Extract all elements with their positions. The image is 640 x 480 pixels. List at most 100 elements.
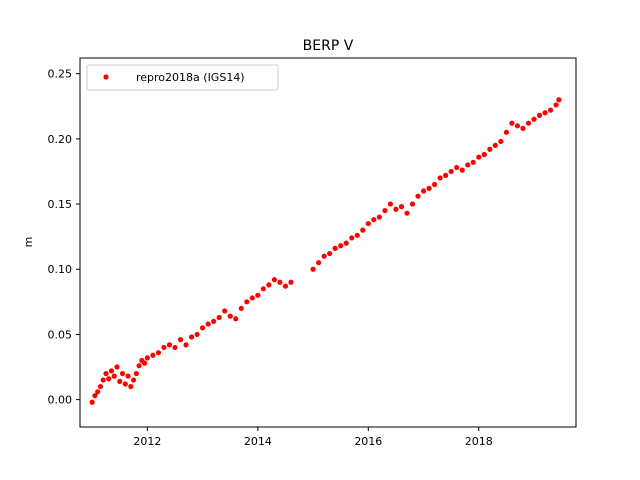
data-point [426, 185, 432, 191]
data-point [92, 393, 98, 399]
data-point [498, 138, 504, 145]
x-tick-label: 2012 [133, 435, 161, 448]
legend: repro2018a (IGS14) [86, 64, 279, 91]
data-point [387, 201, 394, 207]
data-point [514, 123, 521, 129]
data-point [316, 260, 322, 266]
data-point [282, 283, 289, 289]
data-point [144, 355, 150, 361]
data-point [111, 373, 117, 379]
y-tick-label: 0.15 [48, 198, 73, 211]
data-point [89, 399, 95, 405]
data-point [211, 318, 217, 324]
y-tick-label: 0.05 [48, 328, 73, 341]
x-tick-label: 2018 [465, 435, 493, 448]
data-point [547, 107, 554, 113]
data-point [321, 253, 327, 259]
data-point [216, 314, 222, 321]
x-tick-label: 2016 [354, 435, 382, 448]
legend-label: repro2018a (IGS14) [136, 71, 245, 84]
data-point [150, 352, 156, 358]
data-point [509, 120, 515, 126]
data-point [136, 363, 142, 369]
y-tick-label: 0.25 [48, 68, 73, 81]
data-point [125, 373, 131, 379]
data-point [260, 286, 266, 292]
chart-title: BERP V [303, 38, 354, 54]
data-point [415, 193, 421, 199]
data-point [354, 232, 360, 238]
data-point [155, 350, 162, 356]
data-point [255, 292, 261, 298]
y-tick-label: 0.20 [48, 133, 73, 146]
data-point [288, 279, 294, 285]
data-point [481, 151, 487, 158]
data-point [382, 207, 388, 214]
data-point [128, 383, 134, 390]
data-point [233, 316, 239, 322]
x-tick-label: 2014 [244, 435, 272, 448]
data-point [238, 305, 244, 311]
data-point [487, 146, 493, 152]
legend-marker [103, 74, 109, 80]
data-point [172, 344, 178, 351]
data-point [97, 383, 104, 390]
data-point [266, 282, 272, 288]
data-point [142, 360, 148, 366]
data-point [454, 164, 460, 171]
data-point [119, 370, 126, 377]
data-point [437, 175, 443, 181]
data-point [194, 331, 200, 338]
data-point [470, 159, 476, 165]
y-tick-label: 0.00 [48, 394, 73, 407]
data-point [365, 220, 371, 227]
data-point [556, 97, 562, 103]
y-axis: 0.00 0.05 0.10 0.15 0.20 0.25 [48, 68, 80, 407]
data-point [100, 377, 106, 383]
data-point [343, 240, 349, 246]
data-point [114, 364, 120, 370]
data-point [520, 125, 526, 132]
data-point [222, 308, 228, 314]
data-point [95, 389, 101, 395]
x-axis: 2012 2014 2016 2018 [133, 427, 493, 448]
data-point [432, 181, 438, 188]
data-point [205, 321, 211, 327]
data-point [200, 325, 206, 331]
data-point [277, 279, 283, 285]
data-point [476, 154, 482, 160]
data-points [89, 97, 562, 405]
data-point [183, 342, 189, 348]
data-point [542, 110, 548, 116]
data-point [188, 334, 195, 340]
plot-area [80, 58, 576, 427]
data-point [465, 162, 471, 168]
data-point [349, 235, 355, 241]
data-point [122, 381, 128, 387]
data-point [525, 120, 532, 126]
data-point [117, 378, 123, 384]
y-axis-label: m [22, 237, 35, 248]
data-point [393, 206, 399, 212]
data-point [249, 295, 255, 301]
data-point [360, 227, 366, 233]
data-point [310, 266, 316, 272]
data-point [531, 116, 537, 122]
data-point [271, 277, 278, 283]
data-point [103, 370, 109, 377]
data-point [130, 377, 137, 383]
data-point [398, 204, 405, 210]
data-point [133, 370, 139, 377]
plot-frame [79, 57, 577, 428]
data-point [536, 112, 543, 118]
data-point [177, 337, 184, 343]
data-point [338, 243, 344, 249]
data-point [161, 344, 167, 351]
data-point [492, 142, 498, 148]
data-point [503, 129, 510, 135]
data-point [459, 167, 465, 173]
y-tick-label: 0.10 [48, 263, 73, 276]
data-point [409, 201, 416, 207]
data-point [553, 102, 559, 108]
